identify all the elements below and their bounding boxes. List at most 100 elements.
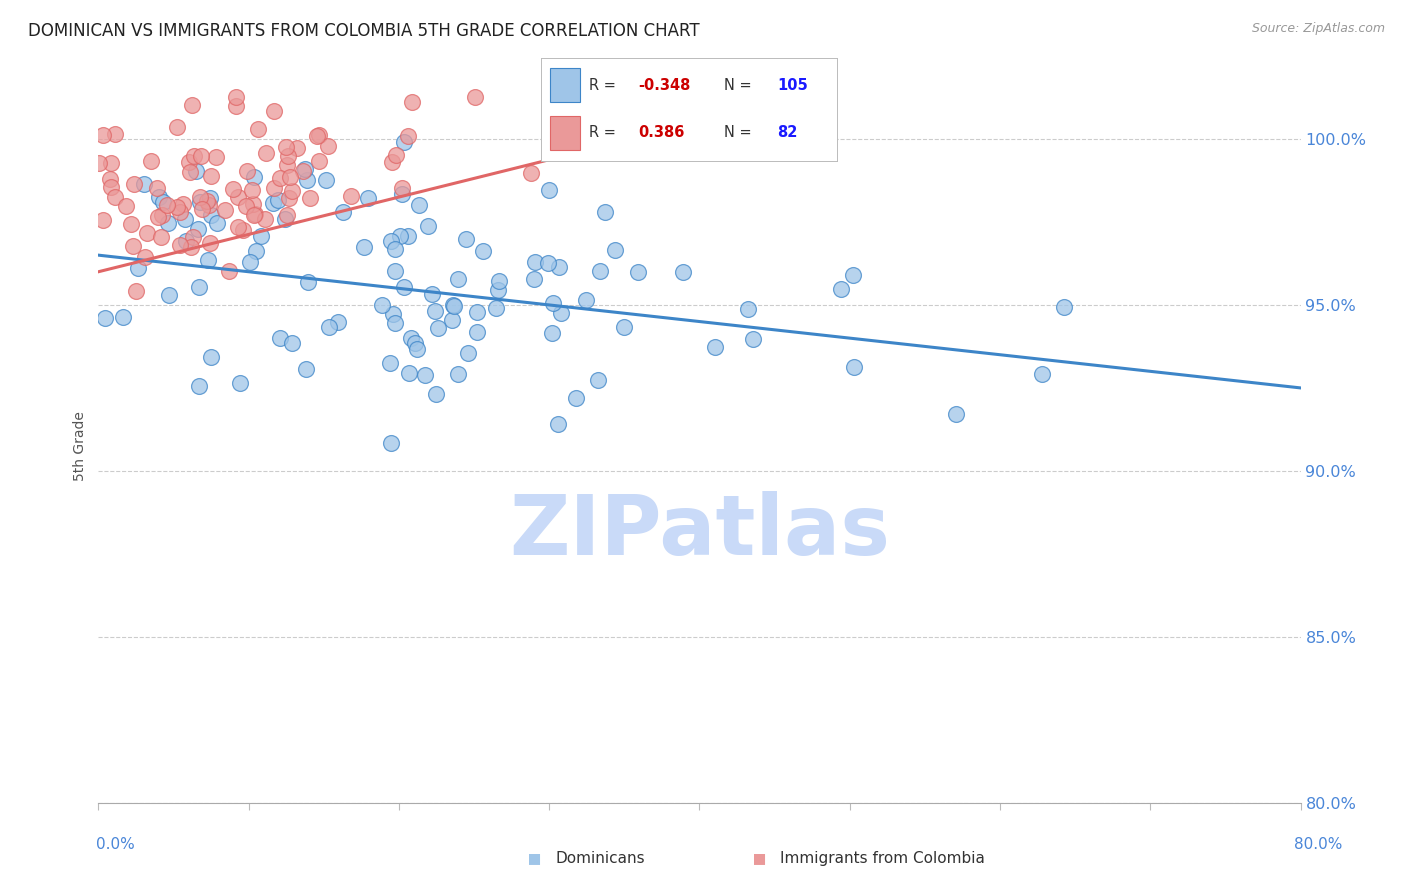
Point [172,196,194,211]
Point [380,436,402,450]
Point [246,122,269,136]
Point [91,212,114,227]
Point [285,141,308,155]
Point [371,298,394,312]
Text: ▪: ▪ [752,848,766,868]
Point [89,156,111,170]
Point [148,190,170,204]
Point [741,332,763,346]
Point [274,211,297,226]
Point [413,368,436,382]
Point [737,302,759,317]
Point [465,326,488,340]
Point [267,194,290,208]
Point [190,148,212,162]
Point [157,288,180,302]
Point [146,210,169,224]
Point [125,285,148,299]
Point [134,250,156,264]
Point [132,178,155,192]
Point [426,321,449,335]
Point [391,180,413,194]
Point [186,164,208,178]
Point [316,139,339,153]
Point [225,98,247,112]
Point [457,346,479,360]
Point [214,202,236,217]
Point [188,195,211,210]
Point [945,408,967,422]
Point [423,303,446,318]
Point [235,199,257,213]
Point [181,230,204,244]
Point [606,137,628,152]
Point [613,319,636,334]
Text: R =: R = [589,78,620,93]
Point [166,120,188,135]
Point [242,196,264,211]
Point [166,201,188,215]
Point [380,356,402,370]
Point [115,199,138,213]
Point [94,310,117,325]
Point [187,280,209,294]
Point [198,235,221,250]
Point [315,173,337,187]
Point [357,191,380,205]
Point [276,158,298,172]
Point [575,293,598,308]
Text: ▪: ▪ [527,848,541,868]
Point [205,216,228,230]
Point [262,196,284,211]
Point [152,208,174,222]
Bar [550,117,579,150]
Point [391,186,413,201]
Point [384,242,406,256]
Point [384,316,406,330]
Point [392,280,415,294]
Point [405,342,427,356]
Point [456,232,478,246]
Point [280,170,302,185]
Point [245,244,267,258]
Y-axis label: 5th Grade: 5th Grade [73,411,87,481]
Text: -0.348: -0.348 [638,78,692,93]
Point [156,216,179,230]
Point [276,208,298,222]
Point [152,195,174,210]
Point [398,366,420,380]
Point [382,307,405,321]
Point [830,282,852,296]
Point [200,350,222,364]
Point [441,312,464,326]
Point [243,208,266,222]
Point [589,264,612,278]
Point [1031,367,1053,381]
Point [121,239,143,253]
Point [200,208,222,222]
Point [226,190,249,204]
Point [486,283,509,297]
Point [841,268,863,282]
Point [385,148,408,162]
Point [225,90,247,104]
Point [146,180,169,194]
Text: Dominicans: Dominicans [555,851,645,865]
Point [408,197,430,211]
Point [308,153,330,168]
Point [520,166,543,180]
Point [179,165,201,179]
Point [416,219,439,233]
Text: Source: ZipAtlas.com: Source: ZipAtlas.com [1251,22,1385,36]
Bar [550,69,579,102]
Point [174,235,197,249]
Point [550,306,572,320]
Point [177,155,200,169]
Point [844,360,866,375]
Point [249,229,271,244]
Text: 105: 105 [778,78,808,93]
Point [388,229,411,244]
Point [523,272,546,286]
Point [404,335,426,350]
Point [541,326,564,341]
